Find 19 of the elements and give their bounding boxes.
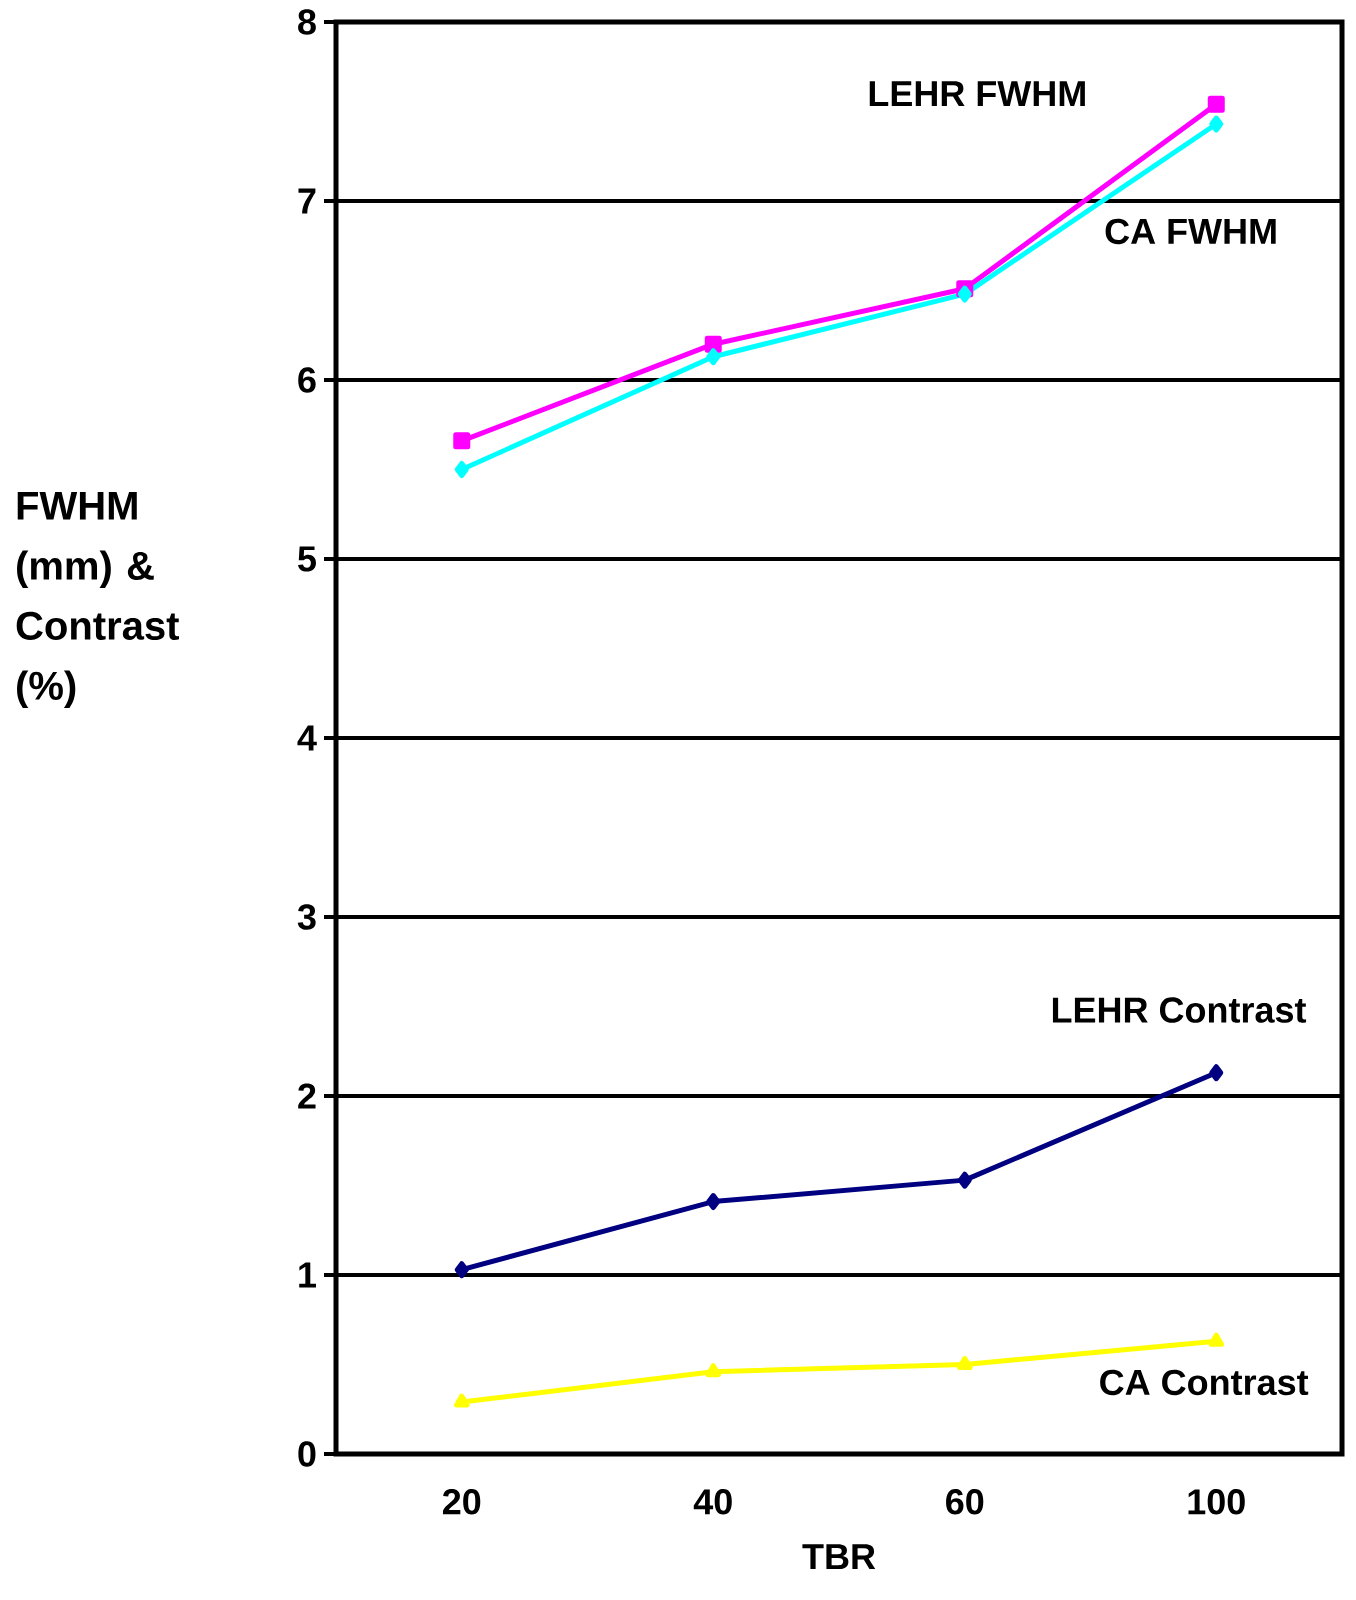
- y-tick-label: 3: [297, 904, 316, 930]
- y-tick-label: 7: [298, 188, 316, 214]
- y-axis-title: FWHM (mm) & Contrast (%): [16, 492, 179, 708]
- x-tick-label: 20: [442, 1489, 481, 1515]
- y-tick-label: 8: [298, 9, 316, 35]
- y-tick-label: 0: [298, 1441, 316, 1467]
- y-tick-label: 4: [297, 725, 317, 751]
- x-tick-label: 100: [1188, 1489, 1245, 1515]
- x-tick-label: 60: [946, 1489, 984, 1515]
- y-tick-label: 6: [298, 367, 316, 393]
- x-axis-title: TBR: [802, 1544, 876, 1569]
- series-label: CA FWHM: [1105, 218, 1276, 245]
- series-label: CA Contrast: [1100, 1369, 1309, 1396]
- x-tick-label: 40: [693, 1489, 732, 1515]
- y-tick-label: 2: [298, 1083, 316, 1109]
- series-label: LEHR Contrast: [1052, 997, 1307, 1023]
- text: LEHR FWHM: [869, 81, 1085, 106]
- y-tick-label: 1: [299, 1262, 316, 1288]
- y-tick-label: 5: [298, 546, 316, 572]
